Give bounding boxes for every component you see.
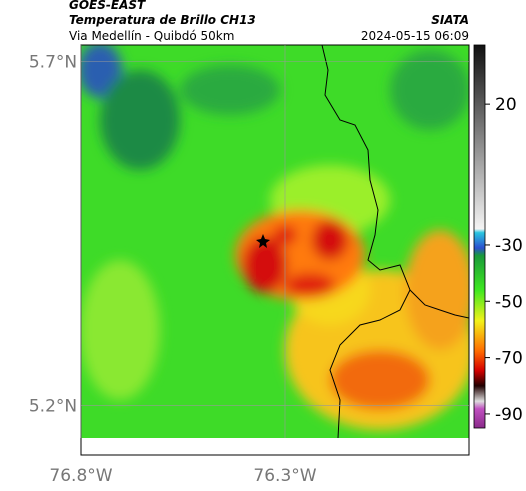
timestamp: 2024-05-15 06:09: [361, 29, 469, 43]
map-image: [81, 45, 469, 438]
colorbar-tick-label: -30: [495, 236, 523, 256]
colorbar-tick-label: -70: [495, 349, 523, 369]
y-tick-label: 5.2°N: [29, 396, 77, 416]
subtitle: Via Medellín - Quibdó 50km: [69, 29, 234, 43]
x-tick-label: 76.3°W: [253, 466, 316, 486]
colorbar: [473, 44, 486, 429]
colorbar-tick-label: -50: [495, 292, 523, 312]
colorbar-tick-label: 20: [495, 95, 517, 115]
title: Temperatura de Brillo CH13: [69, 13, 256, 27]
brand: SIATA: [431, 13, 469, 27]
y-tick-label: 5.7°N: [29, 53, 77, 73]
source: GOES-EAST: [69, 0, 146, 12]
colorbar-tick-label: -90: [495, 405, 523, 425]
x-tick-label: 76.8°W: [49, 466, 112, 486]
